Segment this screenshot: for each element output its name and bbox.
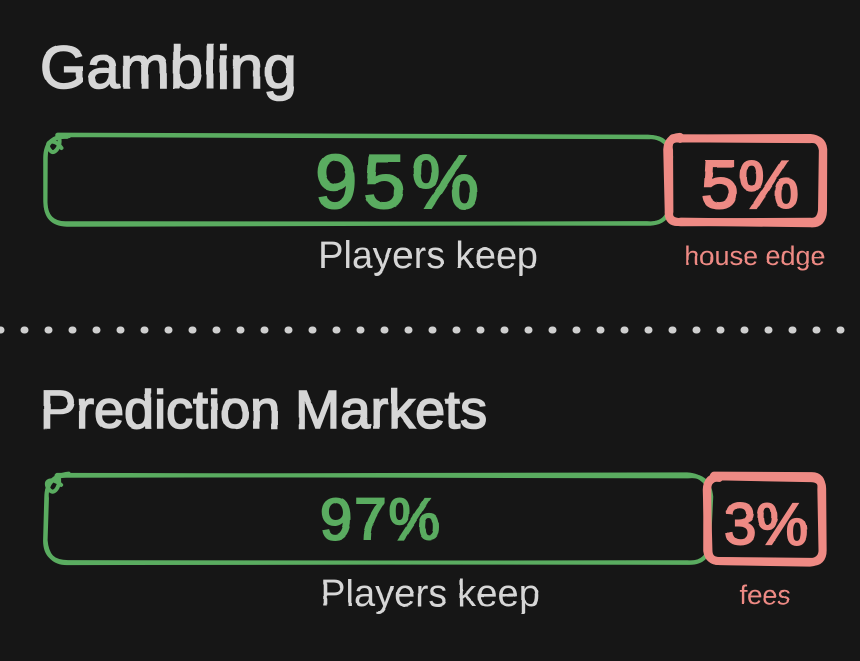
svg-text:house edge: house edge (684, 241, 825, 271)
svg-text:3%: 3% (724, 492, 808, 557)
svg-text:Players keep: Players keep (318, 235, 538, 277)
svg-text:Gambling: Gambling (40, 34, 297, 101)
svg-text:Players keep: Players keep (320, 573, 540, 615)
svg-text:97%: 97% (320, 487, 442, 552)
svg-text:fees: fees (739, 580, 790, 610)
svg-text:5%: 5% (701, 147, 799, 223)
svg-text:Prediction Markets: Prediction Markets (40, 380, 487, 440)
svg-text:95%: 95% (315, 140, 485, 225)
